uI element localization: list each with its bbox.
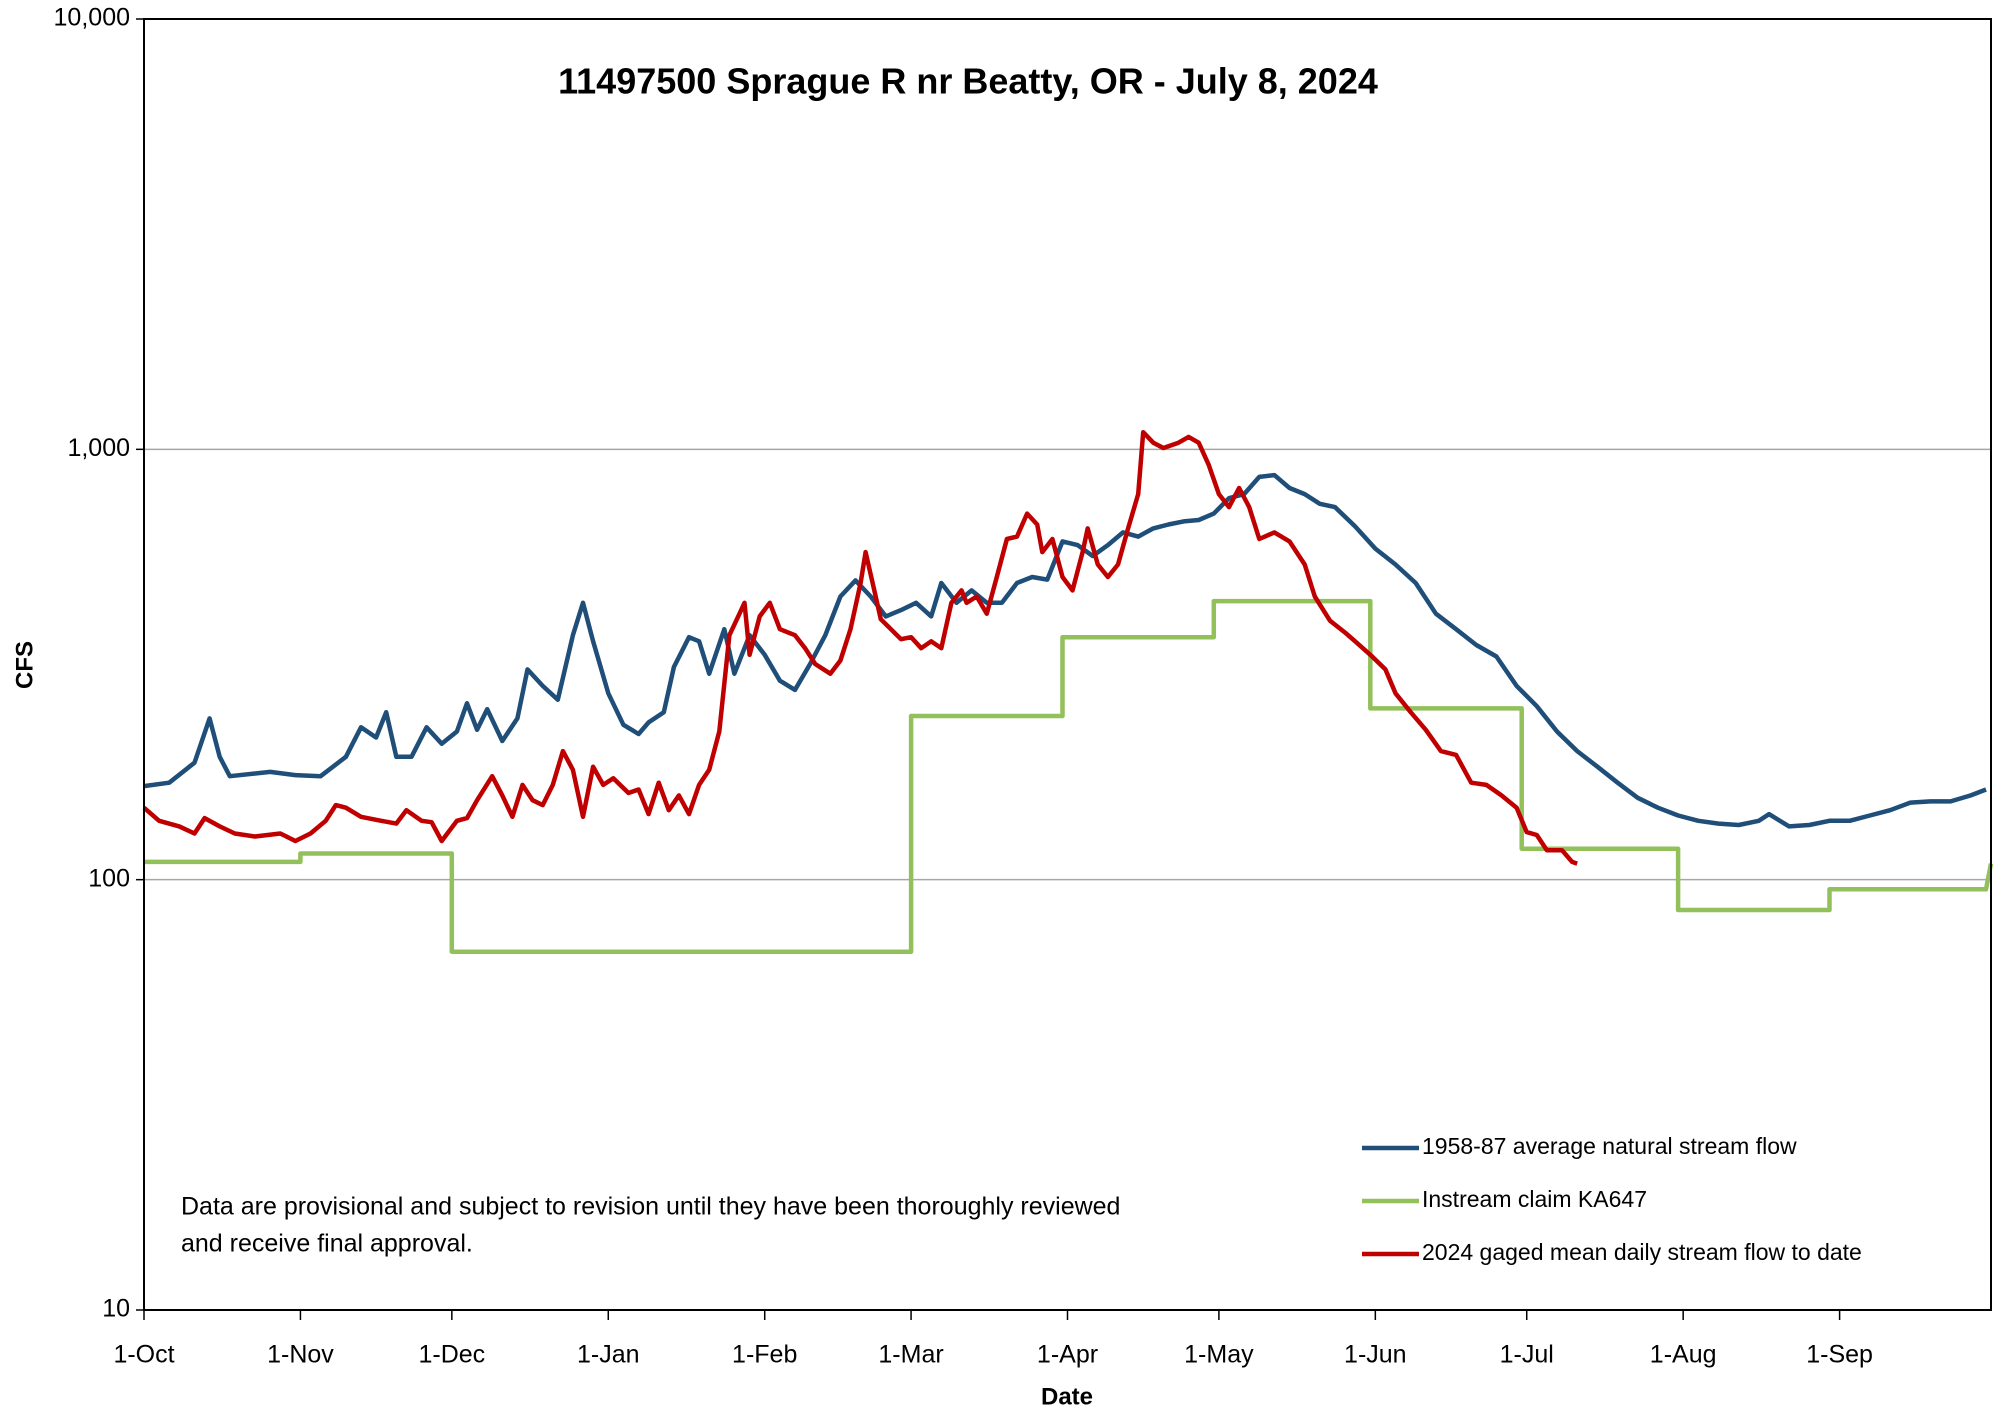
legend-label: 1958-87 average natural stream flow: [1422, 1133, 1797, 1159]
legend-label: 2024 gaged mean daily stream flow to dat…: [1422, 1239, 1862, 1265]
x-tick-label: 1-Feb: [732, 1341, 797, 1369]
annotation: and receive final approval.: [181, 1230, 473, 1258]
x-tick-label: 1-Nov: [267, 1341, 334, 1369]
x-tick-label: 1-May: [1184, 1341, 1254, 1369]
y-tick-label: 100: [88, 864, 130, 892]
x-tick-label: 1-Dec: [418, 1341, 485, 1369]
plot-frame: [143, 18, 1992, 1311]
x-tick-label: 1-Mar: [878, 1341, 943, 1369]
series-line: [142, 429, 1578, 866]
y-tick-label: 1,000: [67, 434, 130, 462]
x-tick-label: 1-Jul: [1500, 1341, 1554, 1369]
x-tick-label: 1-Aug: [1650, 1341, 1717, 1369]
x-tick-label: 1-Oct: [113, 1341, 174, 1369]
legend-label: Instream claim KA647: [1422, 1186, 1647, 1212]
series-line: [144, 598, 1994, 954]
series-line: [143, 472, 1987, 829]
annotation: Data are provisional and subject to revi…: [181, 1193, 1120, 1221]
y-tick-label: 10: [102, 1295, 130, 1323]
chart-title: 11497500 Sprague R nr Beatty, OR - July …: [558, 61, 1378, 102]
x-tick-label: 1-Apr: [1037, 1341, 1098, 1369]
x-tick-label: 1-Jun: [1344, 1341, 1407, 1369]
x-tick-label: 1-Sep: [1806, 1341, 1873, 1369]
y-tick-label: 10,000: [54, 4, 130, 32]
y-axis-label: CFS: [11, 641, 38, 689]
x-axis-label: Date: [1041, 1383, 1093, 1410]
x-tick-label: 1-Jan: [577, 1341, 640, 1369]
